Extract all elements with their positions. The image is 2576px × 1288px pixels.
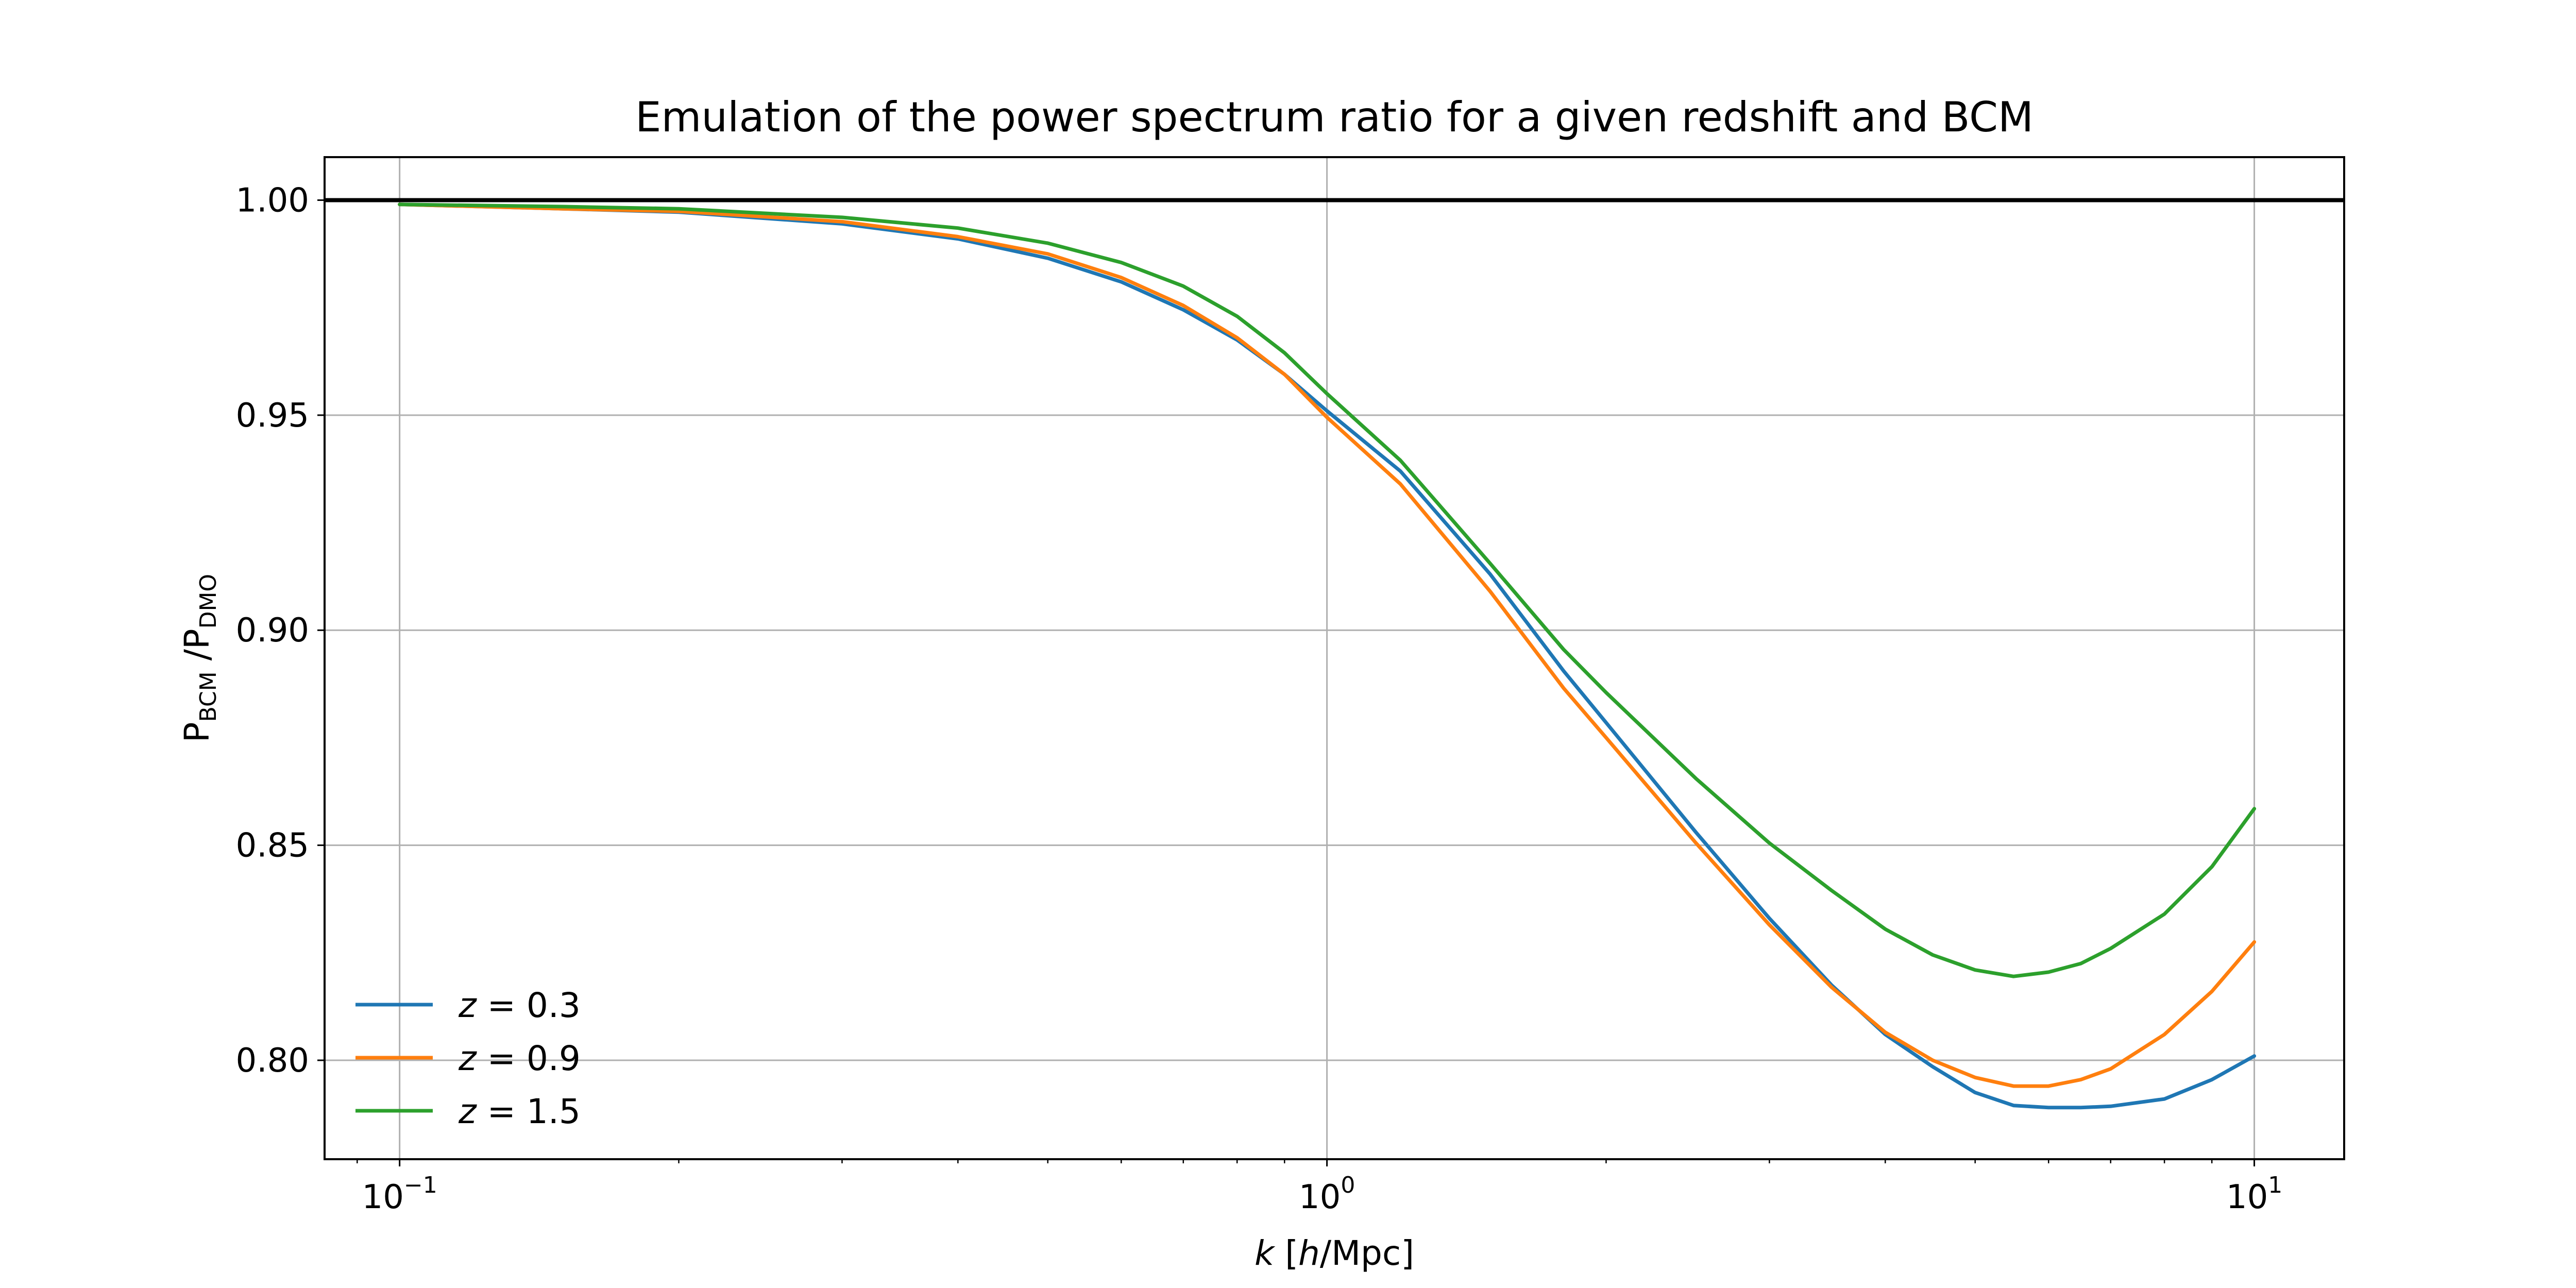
y-tick-label: 0.85 xyxy=(236,827,310,865)
x-tick-label: 101 xyxy=(2226,1172,2282,1216)
x-tick-label: 100 xyxy=(1299,1172,1355,1216)
legend: z = 0.3z = 0.9z = 1.5 xyxy=(355,986,581,1131)
y-axis-slash: /P xyxy=(177,629,217,671)
x-axis-h: h xyxy=(1298,1233,1320,1273)
x-axis-title: k [h/Mpc] xyxy=(1255,1233,1414,1273)
series-line xyxy=(398,202,2257,1088)
x-tick-base: 10 xyxy=(362,1178,403,1216)
y-tick-label: 1.00 xyxy=(236,181,310,219)
legend-var: z xyxy=(458,1092,477,1131)
x-tick-base: 10 xyxy=(2226,1178,2268,1216)
y-axis-sub2: DMO xyxy=(195,574,222,629)
chart-title: Emulation of the power spectrum ratio fo… xyxy=(635,93,2033,141)
legend-var: z xyxy=(458,986,477,1025)
y-axis-title: PBCM /PDMO xyxy=(177,574,222,742)
x-tick-exponent: 0 xyxy=(1341,1172,1355,1198)
legend-var: z xyxy=(458,1039,477,1078)
y-tick-label: 0.80 xyxy=(236,1042,310,1080)
y-tick-label: 0.95 xyxy=(236,397,310,435)
x-axis-open: [ xyxy=(1274,1233,1298,1273)
legend-value: = 1.5 xyxy=(477,1092,581,1131)
series-layer xyxy=(398,202,2257,1110)
x-tick-base: 10 xyxy=(1299,1178,1341,1216)
x-tick-label: 10−1 xyxy=(362,1172,437,1216)
y-axis-p1: P xyxy=(177,722,217,742)
plot-frame xyxy=(324,156,2345,1160)
y-axis-sub1: BCM xyxy=(195,671,222,722)
x-tick-exponent: −1 xyxy=(404,1172,437,1198)
series-line xyxy=(398,202,2257,1110)
series-line xyxy=(398,202,2257,978)
legend-label: z = 0.3 xyxy=(458,986,581,1025)
legend-value: = 0.9 xyxy=(477,1039,581,1078)
x-axis-var: k xyxy=(1255,1233,1276,1273)
legend-value: = 0.3 xyxy=(477,986,581,1025)
x-tick-exponent: 1 xyxy=(2268,1172,2282,1198)
x-axis-unit: /Mpc] xyxy=(1320,1233,1414,1273)
legend-label: z = 0.9 xyxy=(458,1039,581,1078)
legend-label: z = 1.5 xyxy=(458,1092,581,1131)
y-tick-label: 0.90 xyxy=(236,612,310,650)
